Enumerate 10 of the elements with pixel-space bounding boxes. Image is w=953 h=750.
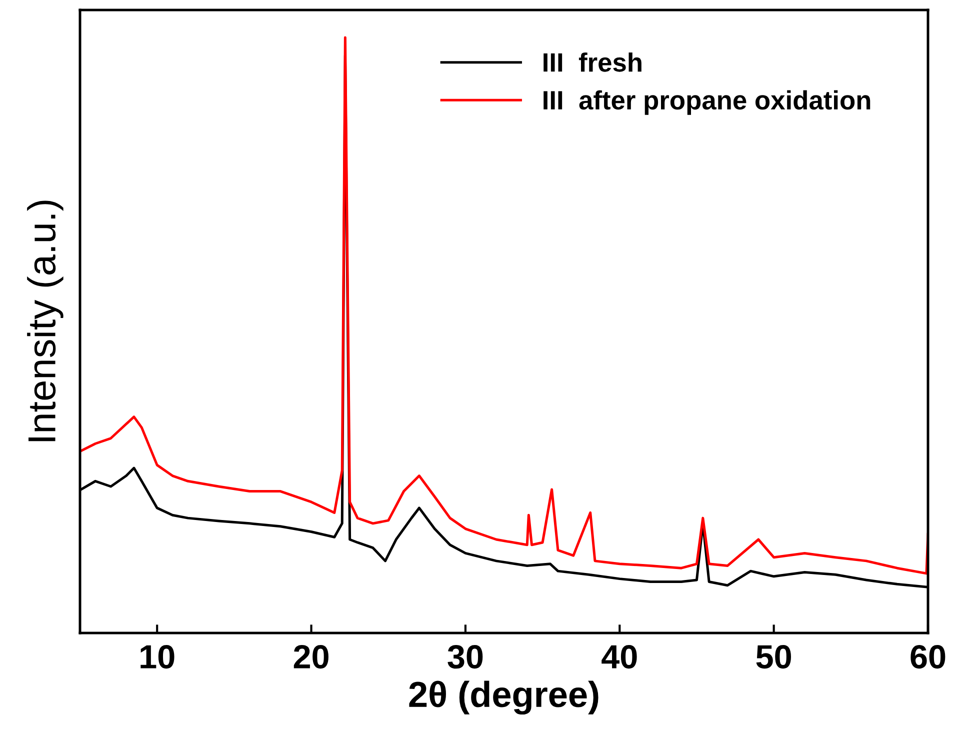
x-tick-label: 50 bbox=[756, 644, 791, 669]
x-tick-label: 30 bbox=[448, 644, 483, 669]
legend-label: III fresh bbox=[544, 52, 642, 72]
legend-label: III after propane oxidation bbox=[544, 90, 870, 115]
x-tick-label: 10 bbox=[140, 644, 174, 669]
x-tick-label: 40 bbox=[602, 644, 637, 669]
y-axis-title: Intensity (a.u.) bbox=[27, 200, 64, 442]
x-axis-title: 2θ (degree) bbox=[409, 680, 598, 715]
x-tick-label: 20 bbox=[294, 644, 328, 669]
x-tick-label: 60 bbox=[910, 644, 946, 669]
